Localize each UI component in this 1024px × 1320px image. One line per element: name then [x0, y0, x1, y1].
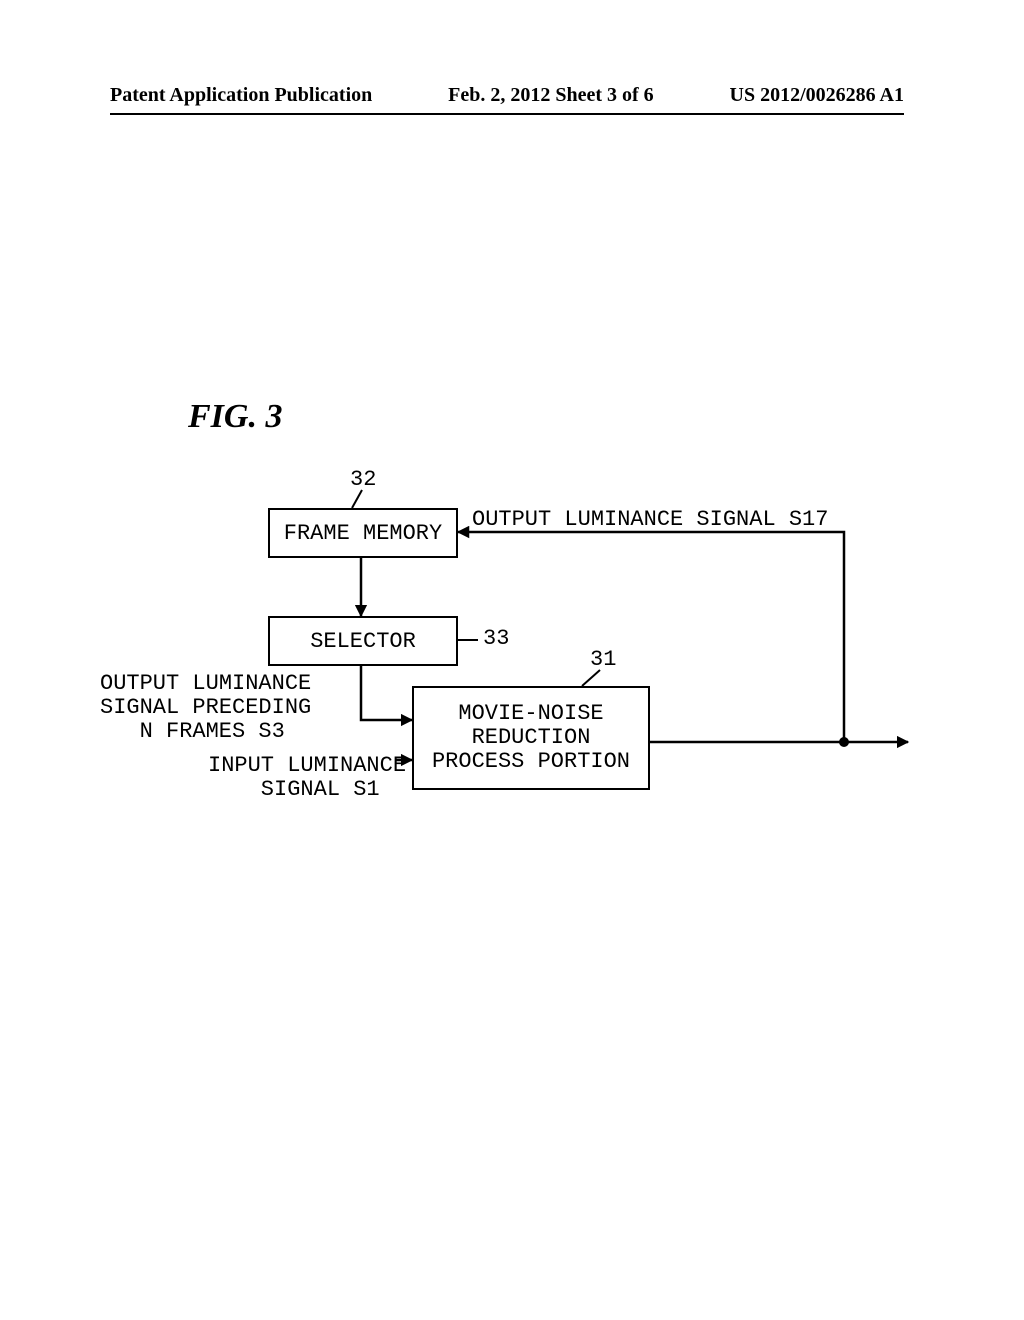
figure-label: FIG. 3 — [188, 398, 282, 436]
header-right: US 2012/0026286 A1 — [730, 84, 904, 107]
diagram-connectors — [0, 0, 1024, 1320]
page-header: Patent Application Publication Feb. 2, 2… — [0, 84, 1024, 115]
header-rule — [110, 113, 904, 115]
output-preceding-signal-s3: OUTPUT LUMINANCE SIGNAL PRECEDING N FRAM… — [100, 672, 311, 743]
header-center: Feb. 2, 2012 Sheet 3 of 6 — [448, 84, 654, 107]
selector-box: SELECTOR — [268, 616, 458, 666]
header-left: Patent Application Publication — [110, 84, 372, 107]
ref-32: 32 — [350, 468, 376, 492]
frame-memory-box: FRAME MEMORY — [268, 508, 458, 558]
output-luminance-signal-s17: OUTPUT LUMINANCE SIGNAL S17 — [472, 508, 828, 532]
page: Patent Application Publication Feb. 2, 2… — [0, 0, 1024, 1320]
header-row: Patent Application Publication Feb. 2, 2… — [110, 84, 904, 107]
ref-31: 31 — [590, 648, 616, 672]
frame-memory-text: FRAME MEMORY — [284, 521, 442, 546]
selector-text: SELECTOR — [310, 629, 416, 654]
ref-33: 33 — [483, 627, 509, 651]
movie-noise-box: MOVIE-NOISE REDUCTION PROCESS PORTION — [412, 686, 650, 790]
movie-noise-text: MOVIE-NOISE REDUCTION PROCESS PORTION — [432, 702, 630, 773]
input-luminance-signal-s1: INPUT LUMINANCE SIGNAL S1 — [208, 754, 406, 802]
